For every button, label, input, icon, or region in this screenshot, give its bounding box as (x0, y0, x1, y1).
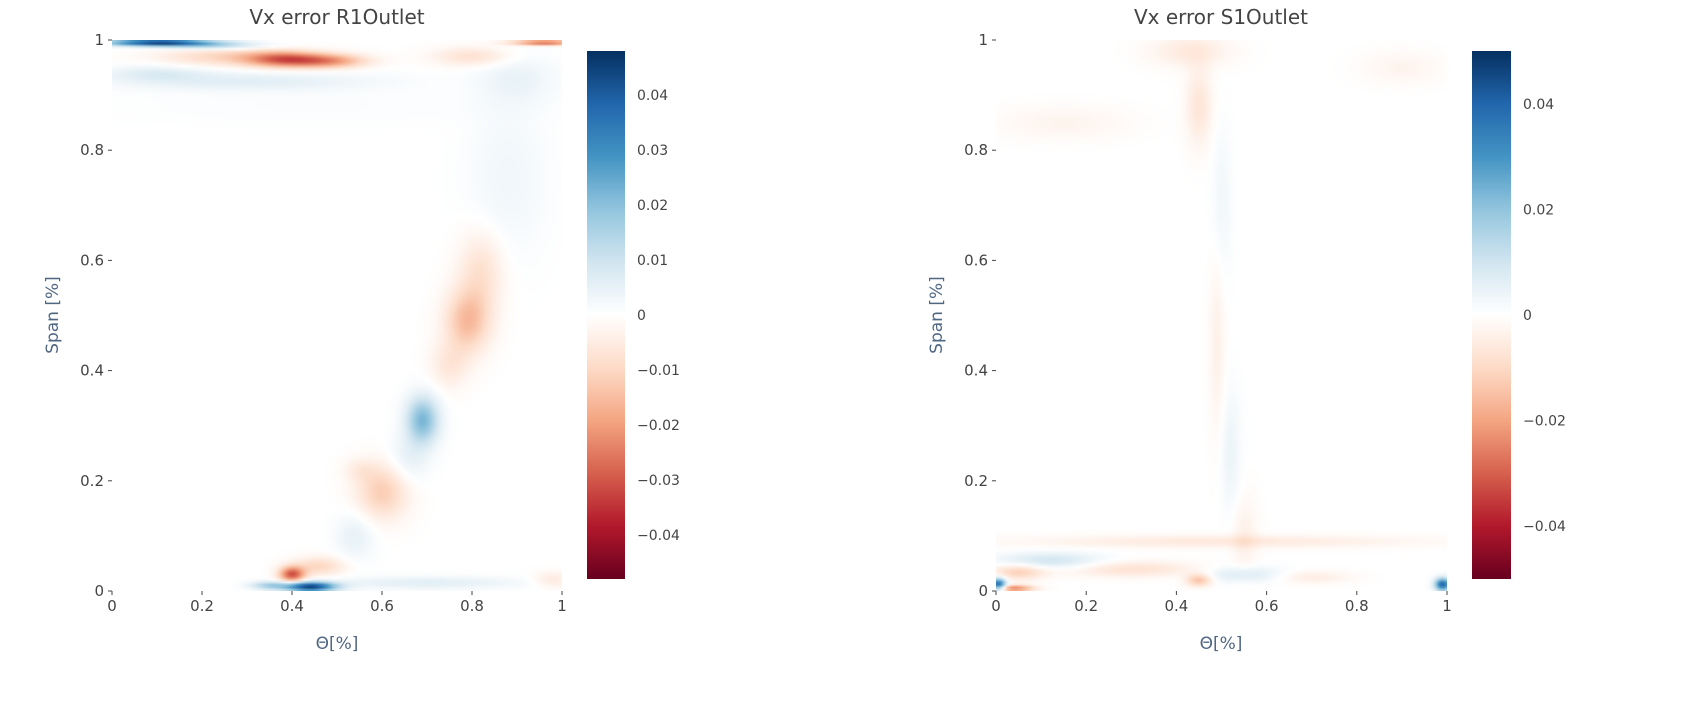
colorbar-tick-labels: 0.04 0.02 0 −0.02 −0.04 (1523, 97, 1566, 535)
colorbar-tick-label: 0.04 (1523, 97, 1554, 113)
colorbar-tick-label: 0 (637, 308, 646, 324)
x-tick-label: 0.8 (1345, 597, 1369, 615)
x-tick-label: 0.2 (190, 597, 214, 615)
x-tick-label: 1 (557, 597, 567, 615)
colorbar (587, 51, 625, 579)
chart-title: Vx error S1Outlet (1134, 5, 1308, 29)
x-tick-label: 0 (107, 597, 117, 615)
y-tick-label: 0.4 (964, 362, 988, 380)
chart-s1outlet: Vx error S1Outlet 0 0.2 0.4 0.6 0.8 1 0 0.2 0.4… (853, 0, 1705, 718)
x-tick-label: 0.6 (370, 597, 394, 615)
heatmap-r1outlet-svg: Vx error R1Outlet 0 0.2 0.4 0.6 0.8 1 0 0.2 0.4… (43, 5, 680, 654)
colorbar (1472, 51, 1511, 579)
colorbar-tick-label: 0.01 (637, 253, 668, 269)
y-tick-label: 0.8 (80, 141, 104, 159)
y-tick-label: 0.6 (80, 251, 104, 269)
y-tick-label: 0.2 (964, 472, 988, 490)
x-tick-label: 0.4 (280, 597, 304, 615)
x-axis-title: Θ[%] (1200, 634, 1243, 654)
x-tick-label: 0.2 (1074, 597, 1098, 615)
colorbar-tick-label: 0.02 (637, 198, 668, 214)
y-tick-label: 0 (94, 582, 104, 600)
colorbar-tick-label: 0.02 (1523, 202, 1554, 218)
y-tick-label: 0.6 (964, 251, 988, 269)
colorbar-tick-label: 0 (1523, 308, 1532, 324)
colorbar-tick-label: −0.02 (1523, 414, 1566, 430)
colorbar-tick-label: 0.04 (637, 88, 668, 104)
x-tick-labels: 0 0.2 0.4 0.6 0.8 1 (107, 591, 567, 615)
y-tick-labels: 0 0.2 0.4 0.6 0.8 1 (964, 31, 996, 600)
y-tick-label: 0.8 (964, 141, 988, 159)
y-tick-label: 0.2 (80, 472, 104, 490)
y-tick-label: 0 (978, 582, 988, 600)
x-tick-label: 0 (991, 597, 1001, 615)
colorbar-tick-label: −0.02 (637, 418, 680, 434)
x-tick-label: 1 (1442, 597, 1452, 615)
y-tick-labels: 0 0.2 0.4 0.6 0.8 1 (80, 31, 112, 600)
colorbar-tick-label: −0.01 (637, 363, 680, 379)
y-axis-title: Span [%] (927, 276, 947, 354)
heatmap-image (996, 40, 1447, 591)
colorbar-tick-label: −0.04 (1523, 519, 1566, 535)
heatmap-s1outlet-svg: Vx error S1Outlet 0 0.2 0.4 0.6 0.8 1 0 0.2 0.4… (927, 5, 1566, 654)
y-axis-title: Span [%] (43, 276, 63, 354)
x-tick-label: 0.4 (1164, 597, 1188, 615)
chart-r1outlet: Vx error R1Outlet 0 0.2 0.4 0.6 0.8 1 0 0.2 0.4… (0, 0, 850, 718)
x-axis-title: Θ[%] (316, 634, 359, 654)
x-tick-label: 0.6 (1255, 597, 1279, 615)
x-tick-label: 0.8 (460, 597, 484, 615)
colorbar-tick-labels: 0.04 0.03 0.02 0.01 0 −0.01 −0.02 −0.03 −0.04 (637, 88, 680, 544)
y-tick-label: 0.4 (80, 362, 104, 380)
y-tick-label: 1 (94, 31, 104, 49)
colorbar-tick-label: −0.04 (637, 528, 680, 544)
y-tick-label: 1 (978, 31, 988, 49)
colorbar-tick-label: 0.03 (637, 143, 668, 159)
colorbar-tick-label: −0.03 (637, 473, 680, 489)
heatmap-image (112, 40, 562, 591)
x-tick-labels: 0 0.2 0.4 0.6 0.8 1 (991, 591, 1452, 615)
chart-title: Vx error R1Outlet (249, 5, 424, 29)
